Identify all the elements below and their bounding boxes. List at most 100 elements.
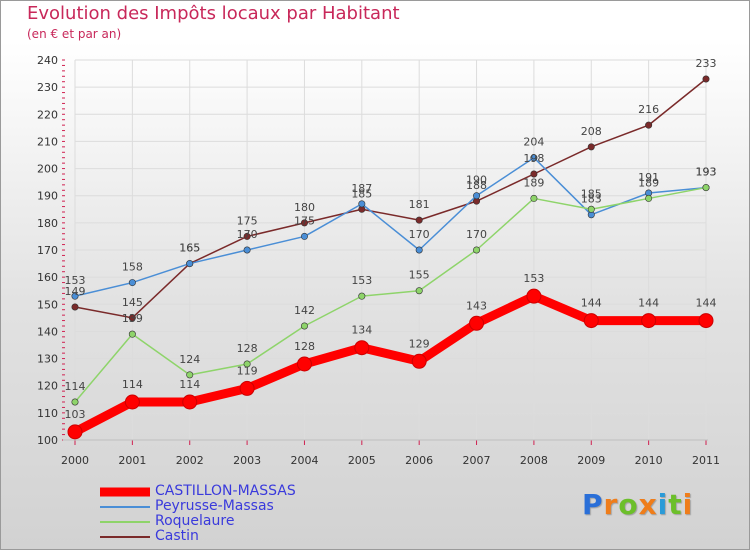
x-tick-label-2007: 2007 — [463, 454, 491, 467]
data-label-peyrusse-massas-2004: 175 — [294, 214, 315, 227]
x-tick-label-2000: 2000 — [61, 454, 89, 467]
data-label-castillon-massas-2001: 114 — [122, 378, 143, 391]
legend-item-roquelaure: Roquelaure — [100, 513, 340, 529]
point-castillon-massas-2003 — [239, 380, 255, 396]
point-castillon-massas-2011 — [698, 313, 714, 329]
data-label-castillon-massas-2004: 128 — [294, 340, 315, 353]
data-label-peyrusse-massas-2001: 158 — [122, 261, 143, 274]
point-peyrusse-massas-2007 — [473, 192, 481, 200]
data-label-castin-2009: 208 — [581, 125, 602, 138]
y-tick-label-170: 170 — [37, 244, 58, 257]
logo-letter: o — [618, 488, 639, 521]
logo-letter: P — [582, 488, 604, 521]
data-label-roquelaure-2002: 124 — [179, 353, 200, 366]
point-castillon-massas-2005 — [354, 340, 370, 356]
data-label-peyrusse-massas-2000: 153 — [65, 274, 86, 287]
data-label-castillon-massas-2009: 144 — [581, 297, 602, 310]
y-tick-label-240: 240 — [37, 54, 58, 67]
point-castin-2004 — [300, 219, 308, 227]
data-label-castin-2008: 198 — [523, 152, 544, 165]
point-roquelaure-2008 — [530, 194, 538, 202]
logo-letter: r — [603, 488, 619, 521]
data-label-castin-2001: 145 — [122, 296, 143, 309]
data-label-roquelaure-2004: 142 — [294, 304, 315, 317]
y-tick-label-180: 180 — [37, 217, 58, 230]
series-line-roquelaure — [74, 186, 707, 403]
data-label-peyrusse-massas-2007: 190 — [466, 174, 487, 187]
y-tick-label-230: 230 — [37, 81, 58, 94]
data-label-roquelaure-2010: 189 — [638, 176, 659, 189]
y-tick-label-120: 120 — [37, 380, 58, 393]
data-label-peyrusse-massas-2006: 170 — [409, 228, 430, 241]
legend-swatch-roquelaure — [100, 520, 150, 523]
point-castin-2008 — [530, 170, 538, 178]
data-label-peyrusse-massas-2010: 191 — [638, 171, 659, 184]
point-castillon-massas-2007 — [469, 315, 485, 331]
y-tick-label-220: 220 — [37, 108, 58, 121]
point-peyrusse-massas-2004 — [300, 232, 308, 240]
point-roquelaure-2002 — [186, 371, 194, 379]
logo-letter: x — [638, 488, 658, 521]
data-label-castillon-massas-2011: 144 — [696, 297, 717, 310]
y-tick-label-150: 150 — [37, 298, 58, 311]
data-label-roquelaure-2001: 139 — [122, 312, 143, 325]
point-castillon-massas-2006 — [411, 353, 427, 369]
chart-legend: CASTILLON-MASSAS Peyrusse-Massas Roquela… — [100, 483, 340, 544]
point-roquelaure-2006 — [415, 287, 423, 295]
x-tick-label-2005: 2005 — [348, 454, 376, 467]
y-tick-label-200: 200 — [37, 163, 58, 176]
x-tick-label-2006: 2006 — [405, 454, 433, 467]
data-label-castillon-massas-2008: 153 — [523, 272, 544, 285]
legend-label-peyrusse-massas: Peyrusse-Massas — [155, 498, 274, 514]
y-tick-label-140: 140 — [37, 325, 58, 338]
logo-letter: t — [668, 488, 683, 521]
data-label-roquelaure-2007: 170 — [466, 228, 487, 241]
x-tick-label-2011: 2011 — [692, 454, 720, 467]
grid-layer — [74, 59, 707, 441]
point-peyrusse-massas-2000 — [71, 292, 79, 300]
series-line-castin — [74, 78, 707, 319]
x-tick-label-2010: 2010 — [635, 454, 663, 467]
y-tick-label-210: 210 — [37, 135, 58, 148]
legend-item-castillon-massas: CASTILLON-MASSAS — [100, 483, 340, 499]
series-line-peyrusse-massas — [74, 156, 707, 297]
legend-item-castin: Castin — [100, 528, 340, 544]
data-label-peyrusse-massas-2011: 193 — [696, 166, 717, 179]
data-label-castin-2000: 149 — [65, 285, 86, 298]
data-label-castin-2002: 165 — [179, 242, 200, 255]
point-roquelaure-2003 — [243, 360, 251, 368]
data-label-roquelaure-2008: 189 — [523, 176, 544, 189]
x-tick-label-2008: 2008 — [520, 454, 548, 467]
logo-letter: i — [657, 488, 669, 521]
legend-label-castillon-massas: CASTILLON-MASSAS — [155, 483, 296, 499]
proxiti-logo: Proxiti — [582, 488, 693, 521]
x-tick-label-2002: 2002 — [176, 454, 204, 467]
data-label-peyrusse-massas-2008: 204 — [523, 136, 544, 149]
point-roquelaure-2001 — [128, 330, 136, 338]
data-label-peyrusse-massas-2005: 187 — [351, 182, 372, 195]
data-label-roquelaure-2003: 128 — [237, 342, 258, 355]
data-label-castillon-massas-2010: 144 — [638, 297, 659, 310]
point-peyrusse-massas-2001 — [128, 279, 136, 287]
legend-label-castin: Castin — [155, 528, 199, 544]
point-castin-2001 — [128, 314, 136, 322]
legend-label-roquelaure: Roquelaure — [155, 513, 235, 529]
point-roquelaure-2005 — [358, 292, 366, 300]
point-peyrusse-massas-2002 — [186, 260, 194, 268]
data-label-castillon-massas-2002: 114 — [179, 378, 200, 391]
data-label-castin-2004: 180 — [294, 201, 315, 214]
data-labels-layer: 1491451651751801851811881982082162331531… — [65, 57, 717, 421]
data-label-roquelaure-2009: 185 — [581, 187, 602, 200]
data-label-castin-2010: 216 — [638, 103, 659, 116]
point-castillon-massas-2001 — [124, 394, 140, 410]
y-tick-label-100: 100 — [37, 434, 58, 447]
data-label-roquelaure-2011: 193 — [696, 166, 717, 179]
point-roquelaure-2010 — [645, 194, 653, 202]
point-castillon-massas-2004 — [296, 356, 312, 372]
y-tick-label-130: 130 — [37, 353, 58, 366]
axes-layer: 100 110 120 130 140 150 160 170 180 190 200 210 220 2… — [37, 54, 720, 467]
x-tick-label-2001: 2001 — [118, 454, 146, 467]
point-castin-2011 — [702, 75, 710, 83]
legend-swatch-castin — [100, 535, 150, 538]
point-peyrusse-massas-2006 — [415, 246, 423, 254]
